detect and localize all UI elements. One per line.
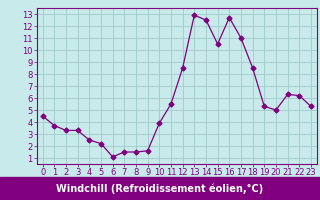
- Text: Windchill (Refroidissement éolien,°C): Windchill (Refroidissement éolien,°C): [56, 183, 264, 194]
